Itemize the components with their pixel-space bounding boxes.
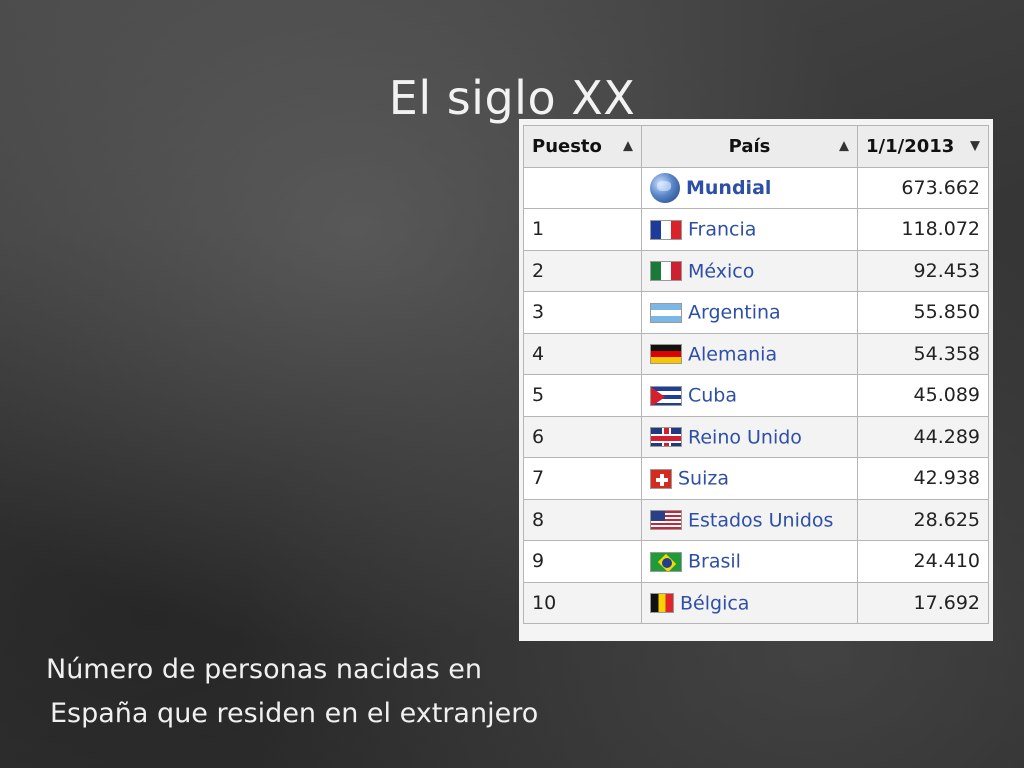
value-cell: 673.662 (857, 166, 989, 209)
table-row: 3 Argentina 55.850 (523, 291, 989, 334)
table-header-row: Puesto ▲︎ País ▲︎ 1/1/2013 ▼︎ (523, 125, 989, 168)
country-link[interactable]: Estados Unidos (688, 509, 834, 531)
rank-cell: 2 (523, 249, 642, 292)
country-cell[interactable]: Brasil (641, 540, 858, 583)
value-cell: 17.692 (857, 581, 989, 624)
country-cell[interactable]: México (641, 249, 858, 292)
switzerland-flag-icon (650, 468, 672, 489)
cuba-flag-icon (650, 385, 682, 406)
rank-cell: 4 (523, 332, 642, 375)
rank-cell (523, 166, 642, 209)
country-cell[interactable]: Alemania (641, 332, 858, 375)
table-row: 4 Alemania 54.358 (523, 332, 989, 375)
sort-both-icon[interactable]: ▲︎ (839, 138, 849, 154)
country-link[interactable]: México (688, 260, 755, 282)
value-cell: 55.850 (857, 291, 989, 334)
argentina-flag-icon (650, 302, 682, 323)
country-cell[interactable]: Argentina (641, 291, 858, 334)
country-cell[interactable]: Francia (641, 208, 858, 251)
column-header-label: País (728, 135, 771, 157)
france-flag-icon (650, 219, 682, 240)
caption-line-2: España que residen en el extranjero (50, 698, 539, 729)
value-cell: 54.358 (857, 332, 989, 375)
country-link[interactable]: Bélgica (680, 592, 750, 614)
table-row: 5 Cuba 45.089 (523, 374, 989, 417)
table-row-world: Mundial 673.662 (523, 166, 989, 209)
country-cell[interactable]: Mundial (641, 166, 858, 209)
table-row: 7 Suiza 42.938 (523, 457, 989, 500)
mexico-flag-icon (650, 261, 682, 281)
sort-both-icon[interactable]: ▲︎ (623, 138, 633, 154)
country-link[interactable]: Argentina (688, 301, 781, 324)
emigration-table: Puesto ▲︎ País ▲︎ 1/1/2013 ▼︎ Mundial (523, 125, 989, 624)
emigration-table-image: Puesto ▲︎ País ▲︎ 1/1/2013 ▼︎ Mundial (519, 119, 993, 641)
column-header-rank[interactable]: Puesto ▲︎ (523, 125, 642, 168)
column-header-label: Puesto (532, 135, 602, 157)
table-row: 10 Bélgica 17.692 (523, 581, 989, 624)
country-link[interactable]: Brasil (688, 550, 741, 573)
value-cell: 42.938 (857, 457, 989, 500)
rank-cell: 10 (523, 581, 642, 624)
sort-desc-icon[interactable]: ▼︎ (970, 138, 980, 154)
country-link[interactable]: Suiza (678, 467, 729, 490)
rank-cell: 8 (523, 498, 642, 541)
belgium-flag-icon (650, 593, 674, 613)
globe-icon (650, 172, 680, 203)
rank-cell: 6 (523, 415, 642, 458)
rank-cell: 1 (523, 208, 642, 251)
table-row: 6 Reino Unido 44.289 (523, 415, 989, 458)
column-header-value[interactable]: 1/1/2013 ▼︎ (857, 125, 989, 168)
rank-cell: 3 (523, 291, 642, 334)
country-cell[interactable]: Estados Unidos (641, 498, 858, 541)
country-link[interactable]: Mundial (686, 176, 772, 199)
table-row: 9 Brasil 24.410 (523, 540, 989, 583)
rank-cell: 5 (523, 374, 642, 417)
value-cell: 24.410 (857, 540, 989, 583)
brazil-flag-icon (650, 551, 682, 572)
slide-caption: Número de personas nacidas en España que… (46, 648, 646, 736)
value-cell: 45.089 (857, 374, 989, 417)
country-link[interactable]: Francia (688, 218, 757, 241)
table-row: 1 Francia 118.072 (523, 208, 989, 251)
rank-cell: 9 (523, 540, 642, 583)
country-link[interactable]: Reino Unido (688, 426, 802, 448)
table-row: 2 México 92.453 (523, 249, 989, 292)
country-cell[interactable]: Cuba (641, 374, 858, 417)
caption-line-1: Número de personas nacidas en (46, 654, 482, 685)
country-link[interactable]: Cuba (688, 384, 738, 407)
value-cell: 28.625 (857, 498, 989, 541)
usa-flag-icon (650, 510, 682, 530)
country-cell[interactable]: Reino Unido (641, 415, 858, 458)
country-cell[interactable]: Bélgica (641, 581, 858, 624)
germany-flag-icon (650, 344, 682, 364)
country-cell[interactable]: Suiza (641, 457, 858, 500)
slide-title: El siglo XX (388, 71, 636, 125)
table-row: 8 Estados Unidos 28.625 (523, 498, 989, 541)
country-link[interactable]: Alemania (688, 343, 778, 365)
rank-cell: 7 (523, 457, 642, 500)
uk-flag-icon (650, 427, 682, 447)
column-header-label: 1/1/2013 (866, 135, 955, 157)
value-cell: 118.072 (857, 208, 989, 251)
value-cell: 92.453 (857, 249, 989, 292)
column-header-country[interactable]: País ▲︎ (641, 125, 858, 168)
value-cell: 44.289 (857, 415, 989, 458)
